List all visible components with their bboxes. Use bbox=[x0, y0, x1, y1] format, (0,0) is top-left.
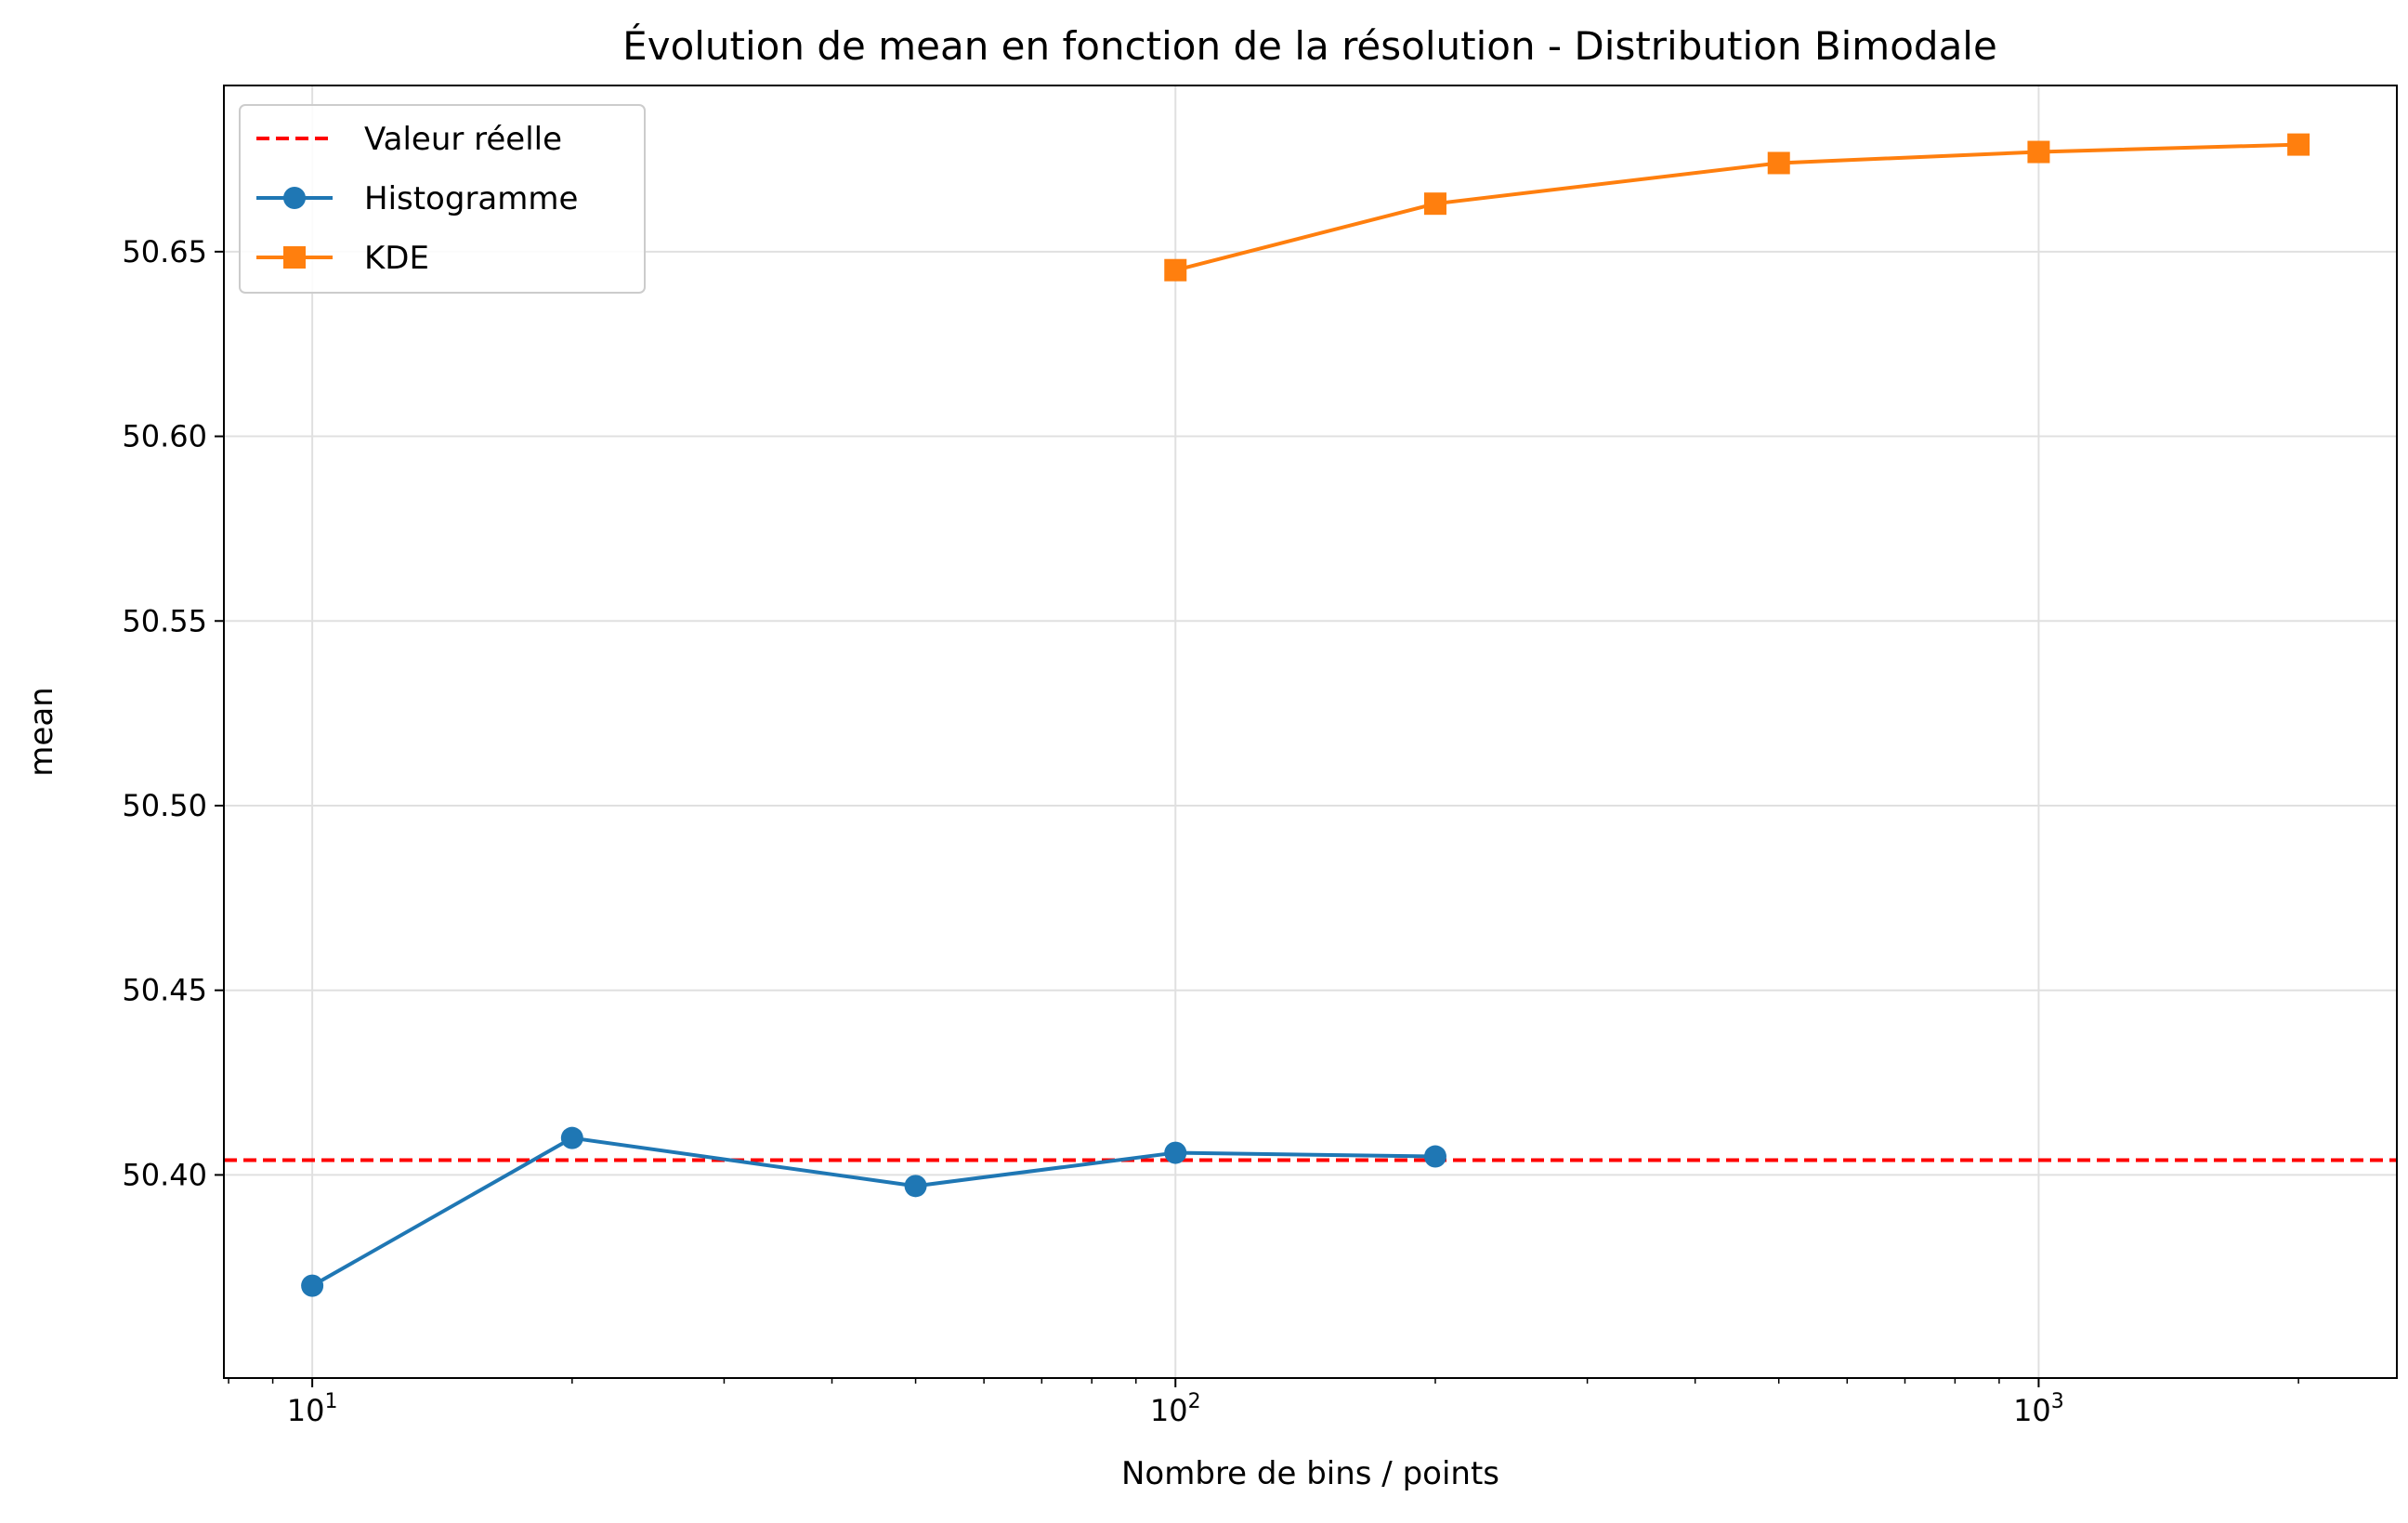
y-tick-label: 50.55 bbox=[122, 603, 207, 638]
data-point-kde bbox=[2287, 133, 2310, 156]
minor-ticks bbox=[228, 1378, 2299, 1384]
x-tick-label: 101 bbox=[287, 1390, 338, 1428]
legend-label-valeur-r-elle: Valeur réelle bbox=[364, 121, 562, 158]
data-point-histogramme bbox=[1423, 1145, 1446, 1168]
plot-frame bbox=[223, 85, 2398, 1379]
legend-marker-histogramme bbox=[283, 187, 306, 209]
y-tick-label: 50.65 bbox=[122, 234, 207, 269]
x-tick-label: 102 bbox=[1150, 1390, 1201, 1428]
x-axis-label: Nombre de bins / points bbox=[1121, 1455, 1499, 1492]
data-point-histogramme bbox=[904, 1175, 927, 1198]
y-tick-label: 50.50 bbox=[122, 788, 207, 823]
legend-marker-kde bbox=[283, 246, 306, 269]
y-tick-label: 50.45 bbox=[122, 973, 207, 1008]
data-point-histogramme bbox=[301, 1274, 324, 1297]
y-axis-label: mean bbox=[23, 687, 60, 776]
data-point-histogramme bbox=[1164, 1141, 1187, 1164]
data-point-kde bbox=[1164, 258, 1187, 282]
x-tick-label: 103 bbox=[2013, 1390, 2064, 1428]
legend-box bbox=[239, 104, 646, 294]
legend-label-histogramme: Histogramme bbox=[364, 180, 578, 217]
data-point-kde bbox=[2027, 140, 2050, 164]
data-point-kde bbox=[1767, 151, 1790, 175]
chart-title: Évolution de mean en fonction de la réso… bbox=[622, 22, 1997, 69]
legend-label-kde: KDE bbox=[364, 240, 429, 277]
data-point-histogramme bbox=[560, 1126, 583, 1149]
data-point-kde bbox=[1423, 192, 1446, 216]
legend: Valeur réelle Histogramme KDE bbox=[239, 104, 646, 294]
series-layer bbox=[301, 133, 2310, 1297]
y-tick-label: 50.40 bbox=[122, 1157, 207, 1192]
y-axis-ticks: 50.40 50.45 50.50 50.55 50.60 50.65 bbox=[122, 234, 224, 1192]
x-axis-ticks: 101 102 103 bbox=[287, 1378, 2064, 1428]
y-tick-label: 50.60 bbox=[122, 419, 207, 454]
